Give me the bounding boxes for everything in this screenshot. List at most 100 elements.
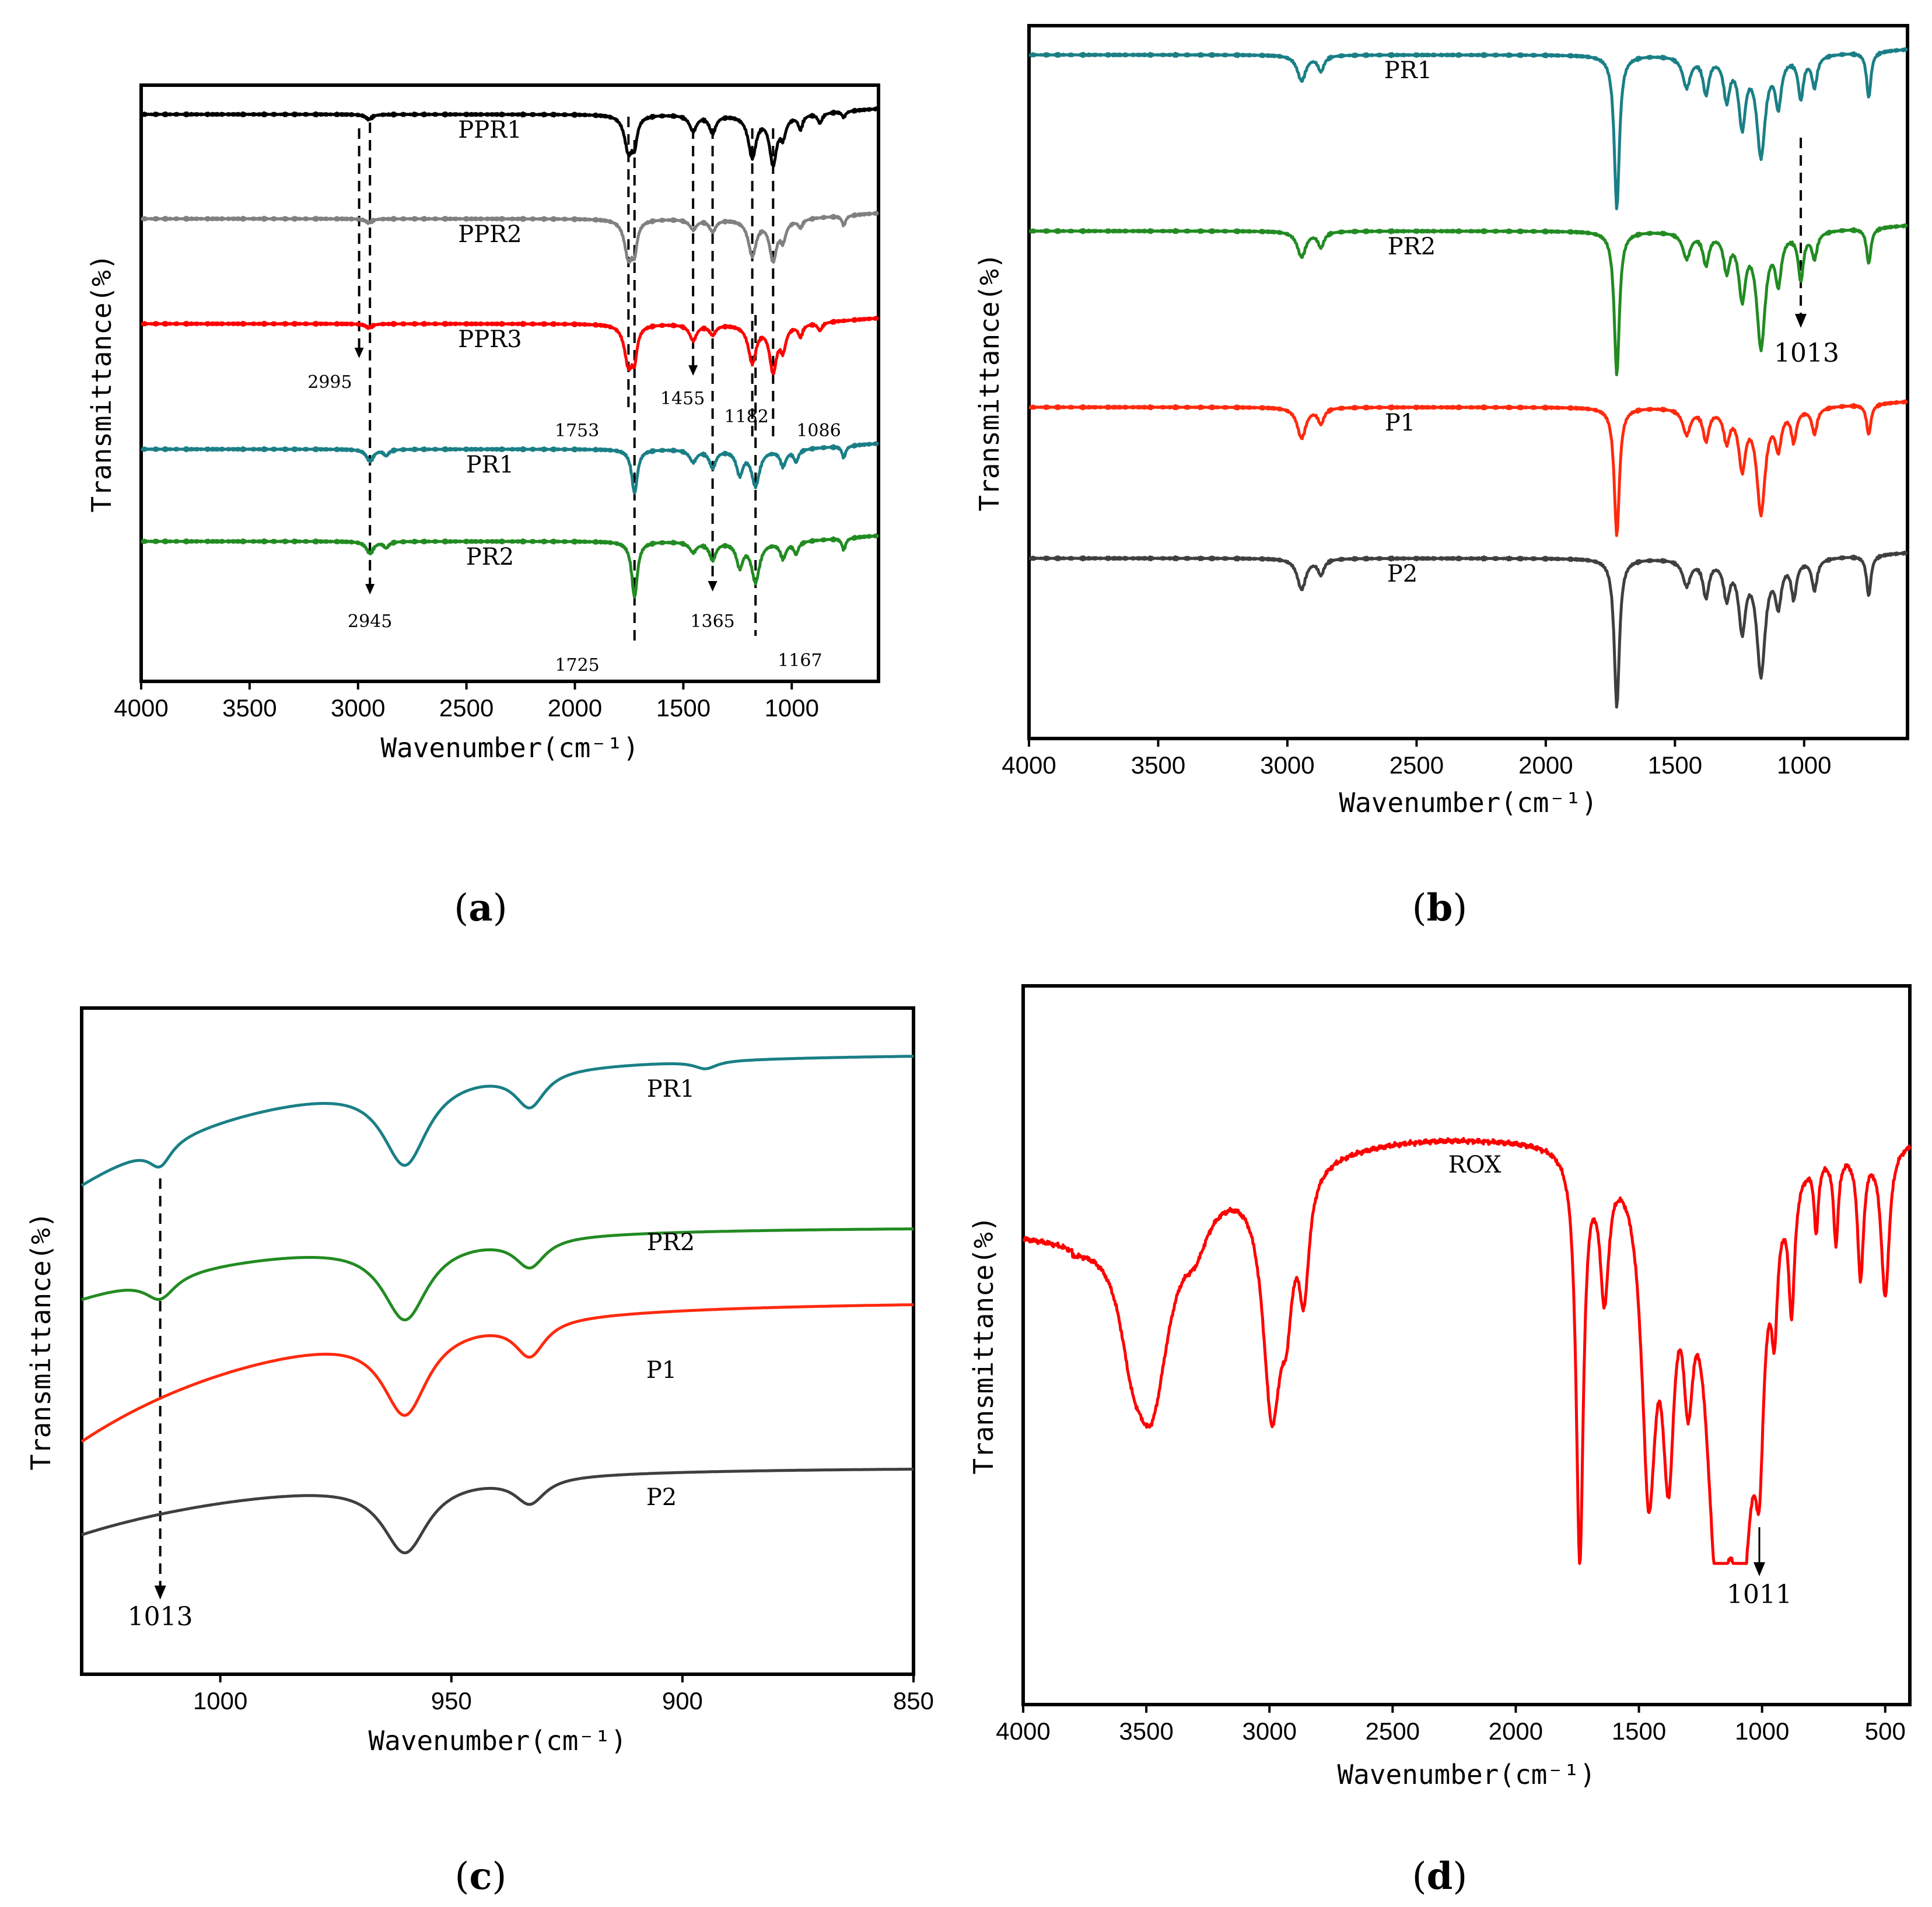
arrow-head [365,584,375,594]
panel-b-y-axis-label: Transmittance(%) [974,253,1005,511]
panel-c-series: PR1 PR2 P1 P2 [80,1055,914,1555]
peak-annotation: 2945 [348,611,392,632]
x-tick-label: 3000 [331,694,385,722]
peak-annotation: 1011 [1727,1580,1792,1609]
panel-a-caption: (a) [454,886,507,930]
x-tick-label: 1000 [193,1687,247,1714]
panel-d-y-axis-label: Transmittance(%) [968,1216,999,1474]
series-line-ppr3 [140,316,880,376]
x-tick-label: 3000 [1242,1717,1297,1745]
peak-annotation: 1086 [796,421,841,441]
panel-c: 1000 950 900 850 1013 PR1 PR2 P1 P2 Wavenumber… [25,1006,934,1898]
series-line-p1 [80,1303,914,1443]
x-tick-label: 3500 [222,694,276,722]
series-line-pr2 [81,1227,914,1322]
x-tick-label: 2500 [1366,1717,1420,1745]
panel-b-caption: (b) [1412,886,1468,930]
peak-annotation: 1013 [1774,338,1839,368]
series-line-p2 [1028,550,1908,709]
panel-a-peak-markers: 2995 2945 1753 1725 1455 1365 1182 1167 1086 [307,117,841,676]
series-line-ppr1 [140,106,880,168]
x-tick-label: 1500 [656,694,710,722]
x-tick-label: 2000 [1489,1717,1543,1745]
x-tick-label: 3000 [1260,751,1314,779]
peak-annotation: 1182 [724,407,768,427]
series-label-pr2: PR2 [466,544,514,571]
x-tick-label: 850 [893,1687,934,1714]
series-line-pr1 [80,1055,914,1187]
series-line-pr1 [140,441,880,495]
arrow-head [688,365,698,376]
x-tick-label: 1500 [1648,751,1702,779]
x-tick-label: 4000 [1002,751,1056,779]
series-line-pr2 [1028,223,1908,376]
x-tick-label: 950 [431,1687,472,1714]
panel-b-x-ticks: 4000 3500 3000 2500 2000 1500 1000 [1002,739,1832,779]
arrow-head [154,1586,166,1600]
x-tick-label: 500 [1865,1717,1906,1745]
arrow-head [708,581,718,592]
panel-d: 4000 3500 3000 2500 2000 1500 1000 500 1011 ROX… [968,984,1912,1898]
panel-d-caption: (d) [1412,1854,1468,1898]
series-label-ppr2: PPR2 [458,221,522,248]
panel-d-peak-markers: 1011 [1727,1527,1792,1609]
series-label-rox: ROX [1448,1152,1502,1178]
panel-d-frame [1021,984,1912,1706]
series-label-pr1: PR1 [1384,57,1432,84]
peak-annotation: 1725 [555,655,599,676]
x-tick-label: 4000 [996,1717,1050,1745]
peak-annotation: 1753 [555,421,599,441]
panel-d-x-ticks: 4000 3500 3000 2500 2000 1500 1000 500 [996,1705,1906,1745]
x-tick-label: 1500 [1612,1717,1666,1745]
x-tick-label: 3500 [1131,751,1185,779]
panel-b: 4000 3500 3000 2500 2000 1500 1000 1013 PR1 PR2… [974,24,1909,930]
panel-b-series: PR1 PR2 P1 P2 [1028,47,1908,709]
x-tick-label: 4000 [114,694,168,722]
x-tick-label: 2500 [1390,751,1444,779]
x-tick-label: 900 [662,1687,703,1714]
series-line-ppr2 [140,211,880,264]
panel-a: 4000 3500 3000 2500 2000 1500 1000 2995 2945 175… [86,83,880,930]
series-label-pr2: PR2 [1388,233,1436,260]
panel-c-x-ticks: 1000 950 900 850 [193,1674,934,1714]
panel-c-caption: (c) [455,1854,507,1898]
peak-annotation: 2995 [307,372,352,393]
arrow-head [1795,314,1807,328]
x-tick-label: 1000 [1735,1717,1789,1745]
series-line-pr1 [1028,47,1908,211]
arrow-head [354,348,364,358]
peak-annotation: 1167 [778,650,822,671]
series-line-rox [1022,1137,1912,1565]
panel-a-series: PPR1 PPR2 PPR3 PR1 PR2 [140,106,880,599]
panel-a-x-axis-label: Wavenumber(cm⁻¹) [380,732,639,764]
peak-annotation: 1455 [660,389,705,409]
x-tick-label: 2500 [439,694,494,722]
x-tick-label: 1000 [765,694,819,722]
panel-a-y-axis-label: Transmittance(%) [86,254,117,512]
series-label-p1: P1 [1385,410,1415,436]
panel-b-peak-markers: 1013 [1774,138,1839,368]
x-tick-label: 3500 [1119,1717,1173,1745]
panel-c-x-axis-label: Wavenumber(cm⁻¹) [368,1725,626,1756]
x-tick-label: 2000 [548,694,602,722]
series-line-pr2 [140,533,880,599]
panel-c-frame [80,1006,915,1676]
panel-d-x-axis-label: Wavenumber(cm⁻¹) [1337,1759,1595,1790]
peak-annotation: 1365 [690,611,734,632]
series-line-p2 [81,1468,914,1555]
series-line-p1 [1028,399,1908,537]
series-label-p1: P1 [646,1357,677,1384]
series-label-pr1: PR1 [466,452,514,478]
series-label-ppr1: PPR1 [458,117,522,144]
panel-d-series: ROX [1022,1137,1912,1565]
panel-b-x-axis-label: Wavenumber(cm⁻¹) [1339,787,1597,818]
panel-c-y-axis-label: Transmittance(%) [25,1212,57,1470]
arrow-head [1754,1562,1766,1576]
x-tick-label: 1000 [1777,751,1831,779]
panel-a-frame [139,83,880,683]
series-label-pr1: PR1 [647,1076,695,1103]
series-label-ppr3: PPR3 [458,326,522,353]
panel-b-frame [1027,24,1909,740]
x-tick-label: 2000 [1518,751,1573,779]
